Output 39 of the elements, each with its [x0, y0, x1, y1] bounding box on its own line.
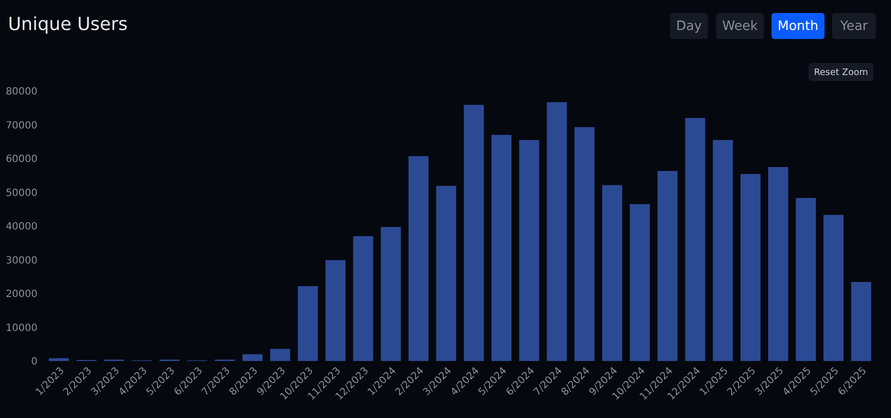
- bar: [712, 140, 733, 361]
- y-tick-label: 60000: [6, 154, 38, 165]
- bar: [48, 358, 69, 361]
- bar: [796, 198, 816, 361]
- bar: [574, 127, 594, 361]
- text: Reset Zoom: [814, 68, 868, 78]
- bar: [353, 236, 374, 361]
- y-tick-label: 40000: [6, 222, 38, 232]
- bar: [602, 185, 622, 361]
- bar: [685, 118, 706, 361]
- bar: [768, 166, 788, 361]
- y-tick-label: 50000: [6, 188, 38, 199]
- text: Day: [676, 19, 702, 34]
- y-tick-label: 0: [31, 356, 38, 368]
- bar: [851, 282, 872, 361]
- bar: [436, 186, 456, 361]
- y-tick-label: 70000: [6, 120, 38, 132]
- bar: [464, 104, 484, 361]
- bar: [326, 260, 346, 361]
- bar: [658, 170, 678, 361]
- bar: [519, 140, 540, 361]
- text: Month: [778, 19, 818, 34]
- y-tick-label: 20000: [6, 289, 38, 300]
- bar: [298, 286, 318, 361]
- text: Year: [839, 19, 868, 34]
- y-tick-label: 30000: [6, 255, 38, 266]
- bar: [824, 214, 844, 361]
- bar: [630, 204, 650, 361]
- chart-title: Unique Users: [8, 14, 128, 35]
- bar: [380, 227, 401, 361]
- bar: [408, 156, 428, 361]
- bar: [546, 102, 567, 361]
- bar: [242, 354, 262, 361]
- text: Week: [722, 19, 758, 34]
- y-tick-label: 10000: [6, 322, 38, 334]
- bar: [270, 348, 290, 361]
- y-tick-label: 80000: [6, 86, 38, 98]
- bar: [492, 134, 512, 361]
- bar: [740, 174, 760, 361]
